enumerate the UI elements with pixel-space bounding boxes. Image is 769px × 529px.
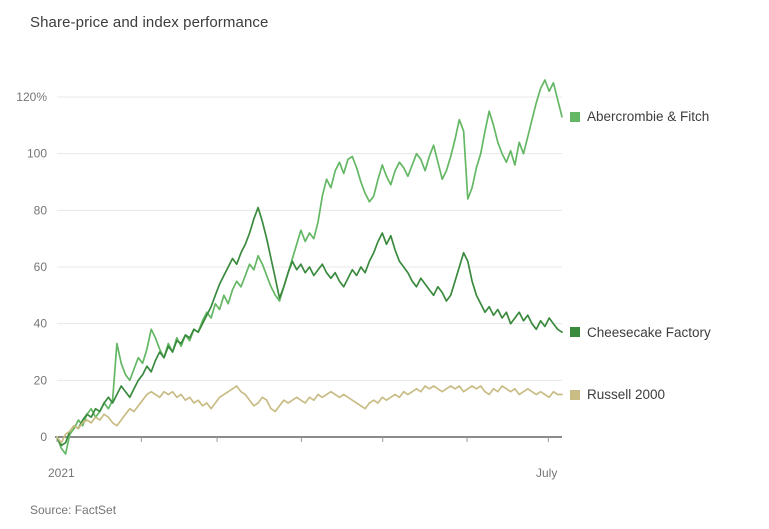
- series-line: [56, 385, 563, 444]
- y-axis-tick-label: 100: [27, 147, 47, 161]
- y-axis-tick-label: 60: [34, 260, 48, 274]
- y-axis-tick-label: 80: [34, 203, 48, 217]
- chart-title: Share-price and index performance: [30, 14, 269, 31]
- x-axis-label-end: July: [536, 466, 558, 480]
- legend-swatch-cheesecake: [570, 327, 580, 338]
- legend-item-cheesecake: Cheesecake Factory: [570, 322, 711, 342]
- source-attribution: Source: FactSet: [30, 503, 117, 517]
- y-axis-tick-label: 0: [40, 430, 47, 444]
- legend-item-abercrombie: Abercrombie & Fitch: [570, 107, 709, 127]
- series-line: [56, 206, 563, 447]
- y-axis-tick-label: 120%: [16, 90, 47, 104]
- legend-label-russell: Russell 2000: [587, 387, 666, 402]
- y-axis-tick-label: 40: [34, 317, 48, 331]
- legend-item-russell: Russell 2000: [570, 385, 665, 405]
- legend-swatch-russell: [570, 389, 580, 400]
- x-axis-label-start: 2021: [48, 466, 75, 480]
- legend-swatch-abercrombie: [570, 111, 580, 122]
- y-axis-tick-label: 20: [34, 373, 48, 387]
- legend-label-cheesecake: Cheesecake Factory: [587, 324, 711, 340]
- legend-label-abercrombie: Abercrombie & Fitch: [587, 109, 710, 125]
- series-line: [56, 79, 563, 455]
